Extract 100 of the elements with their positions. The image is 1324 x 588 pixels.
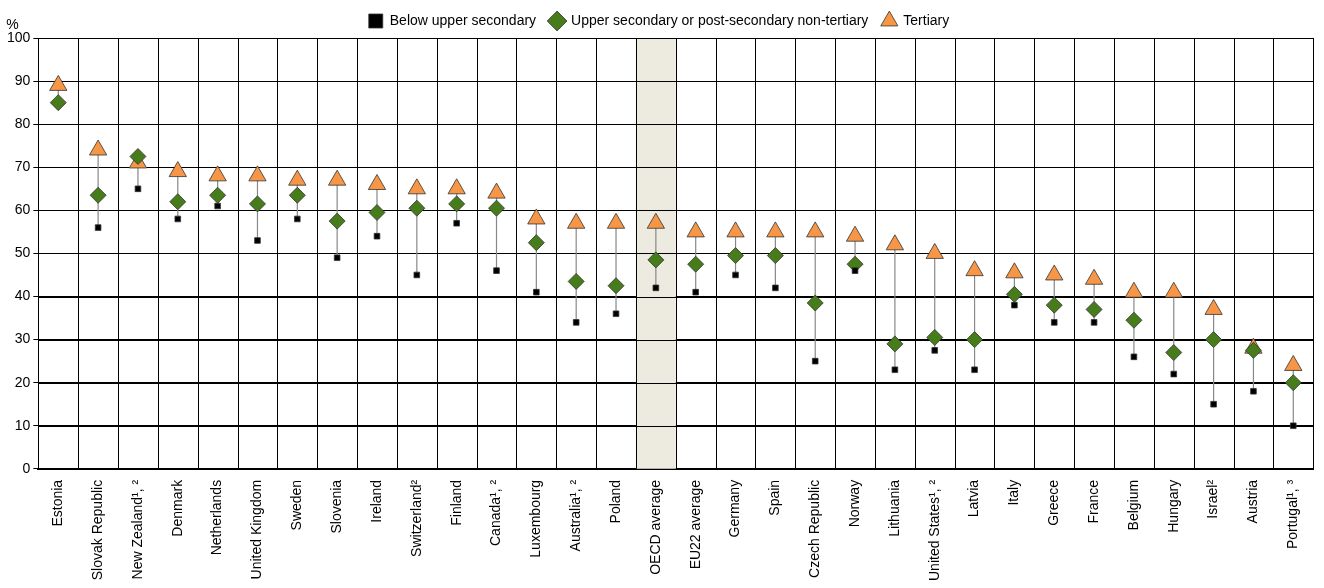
point [1165, 344, 1183, 361]
y-tick-label: 70 [14, 158, 31, 175]
y-tick-label: 20 [14, 373, 31, 390]
point [1051, 319, 1058, 326]
point [772, 284, 779, 292]
x-tick-label: Italy [1005, 479, 1022, 506]
point [174, 215, 182, 223]
x-tick-label: Australia¹, ² [567, 479, 584, 552]
point [1085, 301, 1103, 318]
legend-label: Tertiary [903, 11, 950, 28]
point [333, 254, 341, 261]
point [288, 186, 306, 204]
point [214, 202, 221, 210]
point [49, 74, 68, 91]
point [533, 288, 540, 296]
x-tick-label: Canada¹, ² [487, 479, 504, 546]
point [1045, 296, 1063, 314]
point [692, 288, 699, 296]
x-tick-label: Germany [726, 479, 743, 538]
point [1090, 319, 1098, 326]
point [806, 221, 825, 238]
point [208, 165, 227, 182]
point [612, 310, 620, 317]
point [845, 225, 865, 242]
point [811, 357, 819, 365]
x-tick-label: Slovenia [328, 479, 345, 534]
point [931, 347, 938, 354]
point [129, 148, 147, 165]
x-tick-label: Austria [1244, 479, 1261, 524]
point [527, 234, 545, 252]
y-tick-label: 90 [14, 71, 31, 88]
point [851, 267, 859, 274]
point [453, 220, 460, 227]
x-tick-label: Spain [766, 479, 783, 516]
point [726, 221, 745, 238]
point [891, 366, 899, 373]
point [294, 215, 301, 223]
x-tick-label: United States¹, ² [925, 479, 942, 581]
point [567, 273, 585, 290]
legend-label: Below upper secondary [389, 11, 537, 28]
x-tick-label: Czech Republic [806, 479, 823, 578]
x-tick-label: Ireland [367, 479, 384, 523]
x-tick-label: Finland [447, 479, 464, 526]
x-tick-label: New Zealand¹, ² [128, 479, 145, 580]
x-tick-label: Lithuania [885, 479, 902, 537]
y-tick-label: 0 [22, 459, 31, 476]
point [373, 232, 381, 240]
point [448, 195, 466, 213]
point [926, 329, 944, 346]
x-tick-label: Denmark [168, 478, 185, 537]
point [886, 335, 904, 353]
x-tick-label: Israel² [1204, 479, 1221, 519]
point [652, 284, 660, 292]
point [732, 271, 739, 279]
point [1170, 370, 1177, 378]
point [249, 195, 266, 213]
x-tick-label: Greece [1045, 479, 1062, 526]
point [94, 224, 102, 231]
point [169, 193, 187, 211]
point [966, 331, 983, 348]
x-tick-label: Hungary [1164, 479, 1181, 533]
y-tick-label: 30 [14, 330, 31, 347]
y-tick-label: 40 [14, 287, 31, 304]
point [687, 255, 705, 273]
point [572, 319, 580, 326]
point [646, 212, 665, 229]
point [885, 234, 904, 251]
point [1011, 301, 1018, 309]
y-tick-label: 50 [14, 244, 31, 261]
point [328, 212, 346, 230]
x-tick-label: Portugal¹, ³ [1284, 479, 1301, 550]
point [1130, 353, 1138, 361]
x-tick-label: Poland [606, 479, 623, 524]
point [686, 221, 705, 238]
x-tick-label: Netherlands [208, 479, 225, 556]
point [965, 260, 984, 277]
point [1125, 311, 1143, 329]
point [567, 212, 586, 229]
point [408, 199, 426, 217]
x-tick-label: Latvia [965, 479, 982, 518]
point [766, 221, 785, 238]
point [527, 208, 546, 225]
point [1205, 331, 1222, 348]
point [254, 237, 261, 244]
x-tick-label: EU22 average [686, 479, 703, 570]
point [1045, 264, 1064, 281]
point [1290, 422, 1297, 429]
point [168, 161, 187, 177]
point [407, 178, 426, 195]
point [487, 182, 506, 199]
legend-label: Upper secondary or post-secondary non-tertiary [571, 11, 869, 28]
point [89, 186, 107, 204]
point [367, 174, 387, 190]
x-tick-label: Luxembourg [527, 479, 544, 558]
point [248, 165, 267, 182]
point [368, 204, 386, 221]
point [1005, 262, 1024, 279]
y-tick-label: 60 [14, 201, 31, 218]
point [493, 267, 500, 274]
point [447, 178, 466, 195]
